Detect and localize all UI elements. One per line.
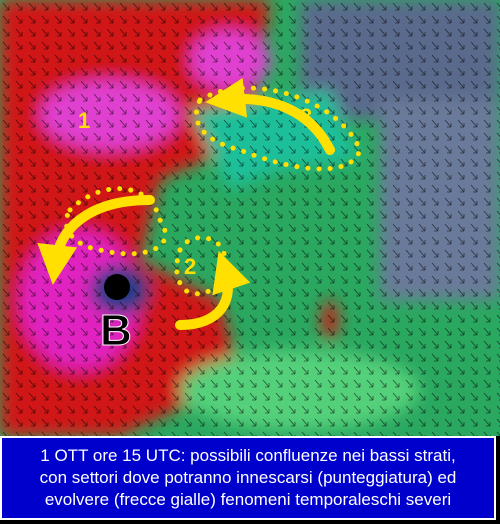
weather-map: 1 2 3 B: [0, 0, 500, 436]
low-label: B: [100, 306, 132, 355]
low-center: [104, 274, 130, 300]
labels: 1 2 3 B: [78, 104, 312, 356]
caption-line: con settori dove potranno innescarsi (pu…: [39, 468, 457, 487]
yellow-arrows: [37, 77, 335, 330]
caption: 1 OTT ore 15 UTC: possibili confluenze n…: [0, 436, 496, 520]
caption-line: evolvere (frecce gialle) fenomeni tempor…: [44, 490, 452, 509]
zone-label: 3: [300, 104, 312, 129]
zone-label: 1: [78, 108, 90, 133]
caption-line: 1 OTT ore 15 UTC: possibili confluenze n…: [40, 446, 456, 465]
zone-label: 2: [184, 254, 196, 279]
